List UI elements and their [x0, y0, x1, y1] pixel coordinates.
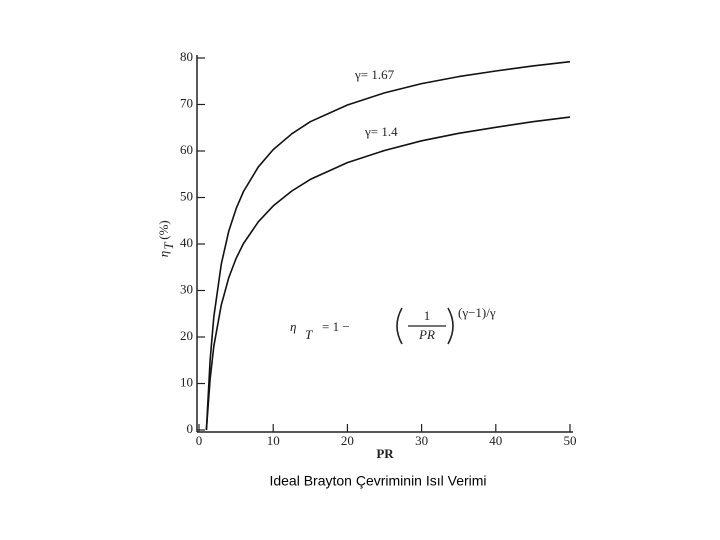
paren-right [447, 307, 454, 345]
x-tick-label: 10 [267, 433, 280, 448]
y-label: η [156, 251, 171, 257]
x-tick-label: 0 [196, 433, 203, 448]
x-tick-label: 30 [415, 433, 428, 448]
x-tick-label: 20 [341, 433, 354, 448]
formula-exp: (γ−1)/γ [458, 305, 496, 320]
y-label-sub: T [161, 242, 176, 250]
y-tick-label: 80 [180, 49, 193, 64]
x-tick-label: 50 [564, 433, 577, 448]
y-tick-label: 0 [187, 421, 194, 436]
formula-num: 1 [424, 308, 431, 323]
y-tick-label: 50 [180, 188, 193, 203]
formula-lhs: η [290, 319, 296, 334]
y-tick-label: 70 [180, 95, 193, 110]
formula: η T = 1 − 1 PR (γ−1)/γ [290, 305, 496, 345]
formula-den: PR [418, 327, 435, 342]
x-axis-title: PR [376, 446, 394, 461]
y-tick-label: 20 [180, 328, 193, 343]
formula-sub: T [305, 327, 313, 342]
y-axis-title: η T (%) [156, 220, 176, 257]
series-line [205, 60, 571, 431]
series-label: γ= 1.4 [364, 124, 398, 139]
x-tick-label: 40 [489, 433, 502, 448]
formula-eq: = 1 − [322, 319, 350, 334]
y-tick-label: 60 [180, 142, 193, 157]
y-tick-label: 30 [180, 281, 193, 296]
y-label-unit: (%) [156, 220, 171, 240]
y-tick-label: 10 [180, 374, 193, 389]
series-line [205, 116, 571, 431]
y-tick-label: 40 [180, 235, 193, 250]
paren-left [396, 307, 403, 345]
series-label: γ= 1.67 [354, 67, 395, 82]
caption: Ideal Brayton Çevriminin Isıl Verimi [269, 473, 486, 489]
